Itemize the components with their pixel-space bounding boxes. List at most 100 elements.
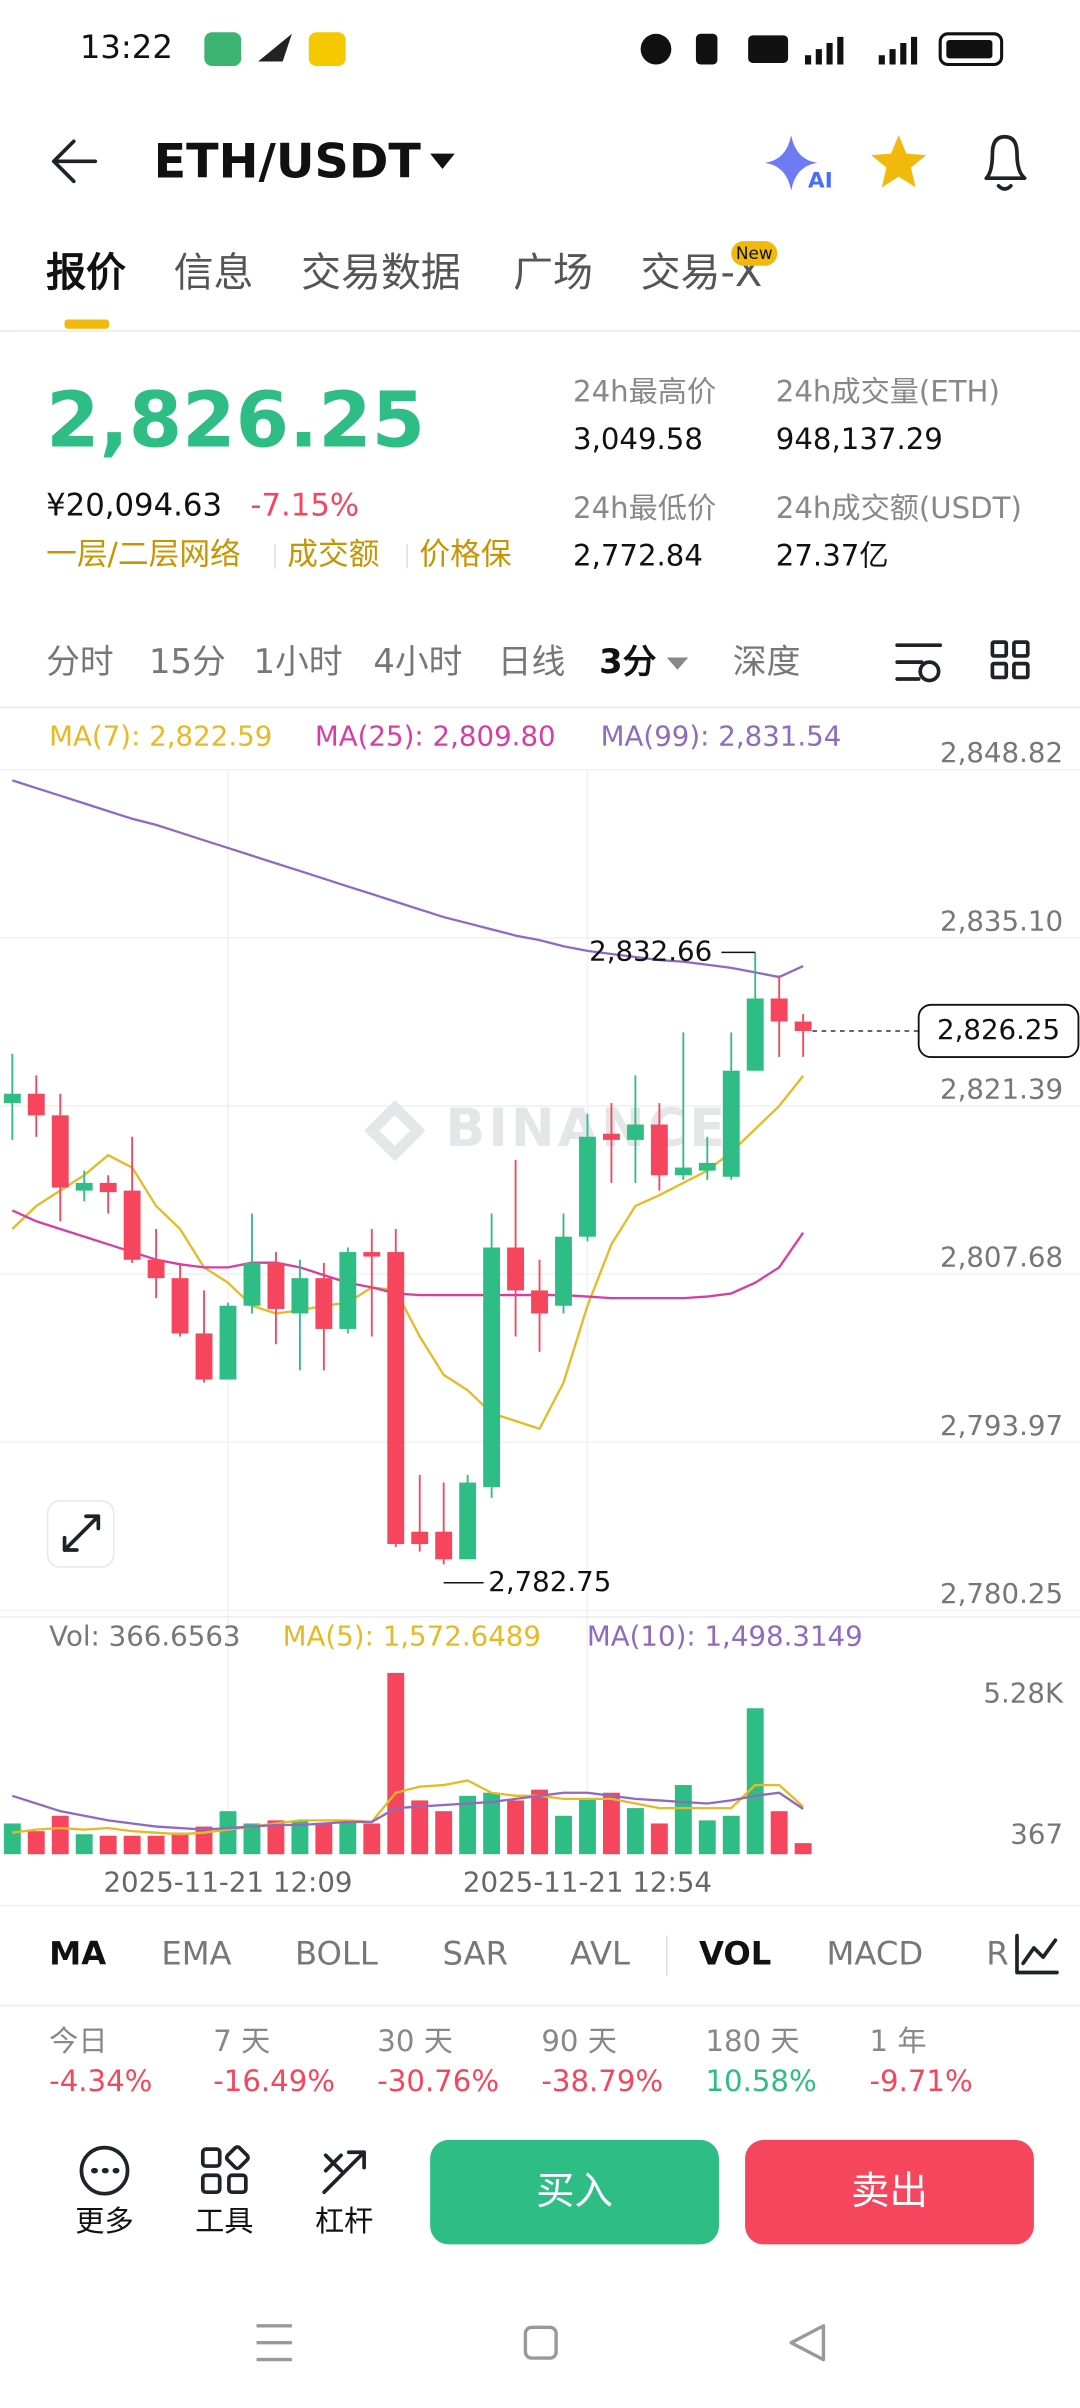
indicator[interactable]: R xyxy=(986,1935,1008,1973)
volume-bar xyxy=(27,1831,45,1855)
interval[interactable]: 15分 xyxy=(149,642,226,681)
low-label: 2,782.75 xyxy=(488,1565,611,1598)
candle-body xyxy=(99,1182,117,1193)
y-tick-label: 2,848.82 xyxy=(940,736,1063,769)
indicator[interactable]: EMA xyxy=(161,1935,231,1973)
volume-bar xyxy=(3,1823,21,1855)
layout-icon xyxy=(1012,640,1030,658)
pair-dropdown[interactable] xyxy=(430,153,455,169)
last-price-label: 2,826.25 xyxy=(937,1013,1060,1046)
interval[interactable]: 日线 xyxy=(498,642,566,681)
indicator[interactable]: AVL xyxy=(570,1935,630,1973)
candle-body xyxy=(602,1133,620,1140)
back-button[interactable] xyxy=(51,139,98,184)
tag[interactable]: 成交额 xyxy=(287,537,379,573)
candle-body xyxy=(579,1136,596,1237)
candle-body xyxy=(531,1290,548,1314)
interval[interactable]: 分时 xyxy=(46,642,114,681)
interval[interactable]: 深度 xyxy=(733,642,801,681)
stat-value: 948,137.29 xyxy=(776,422,943,456)
volume-bar xyxy=(459,1795,477,1855)
chart-settings-button[interactable] xyxy=(895,643,943,683)
tool-label[interactable]: 更多 xyxy=(75,2204,133,2238)
nav-menu[interactable] xyxy=(256,2324,292,2362)
cny-price: ¥20,094.63 xyxy=(46,487,222,523)
indicator[interactable]: BOLL xyxy=(295,1935,378,1973)
buy-label: 买入 xyxy=(536,2169,613,2214)
interval[interactable]: 4小时 xyxy=(373,642,462,681)
candlestick-chart: 2,848.82 2,835.10 2,821.39 2,807.68 2,793.97… xyxy=(0,719,1080,1898)
tools-icon-part xyxy=(224,2145,250,2171)
tab[interactable]: 信息 xyxy=(174,250,254,296)
volume-legend: MA(10): 1,498.3149 xyxy=(587,1620,863,1653)
layout-button[interactable] xyxy=(990,640,1030,680)
interval-dropdown[interactable] xyxy=(666,657,689,670)
y-tick-label: 2,821.39 xyxy=(940,1073,1063,1106)
status-time: 13:22 xyxy=(80,28,173,66)
candle-body xyxy=(147,1259,165,1279)
candle-body xyxy=(722,1070,740,1177)
interval[interactable]: 3分 xyxy=(599,642,657,681)
status-icon xyxy=(748,35,789,63)
volume-legend: MA(5): 1,572.6489 xyxy=(283,1620,541,1653)
volume-ma-line xyxy=(12,1779,804,1836)
tag-list: 一层/二层网络 成交额 价格保 xyxy=(46,537,512,573)
settings-icon xyxy=(895,643,943,681)
leverage-icon[interactable] xyxy=(322,2150,366,2195)
sell-label: 卖出 xyxy=(851,2169,928,2214)
stat-label: 24h成交额(USDT) xyxy=(776,491,1022,525)
period-change: -9.71% xyxy=(870,2064,973,2098)
period-change: -16.49% xyxy=(213,2064,335,2098)
indicator[interactable]: SAR xyxy=(442,1935,508,1973)
more-icon[interactable] xyxy=(79,2145,130,2196)
nav-home[interactable] xyxy=(523,2325,558,2360)
volume-bar xyxy=(363,1823,381,1855)
volume-bar xyxy=(291,1820,309,1855)
settings-icon xyxy=(918,660,941,683)
layout-icon xyxy=(990,661,1009,680)
y-tick-label: 2,807.68 xyxy=(940,1241,1063,1274)
favorite-button[interactable] xyxy=(871,135,927,188)
interval[interactable]: 1小时 xyxy=(253,642,342,681)
tag[interactable]: 价格保 xyxy=(419,537,511,573)
volume-legend: Vol: 366.6563 xyxy=(49,1620,240,1653)
period-change: -4.34% xyxy=(49,2064,152,2098)
tool-labels: 更多 工具 杠杆 xyxy=(75,2204,373,2238)
volume-bar xyxy=(770,1811,788,1855)
sell-button[interactable] xyxy=(745,2139,1034,2245)
tools-icon[interactable] xyxy=(200,2145,250,2195)
candle-body xyxy=(27,1093,45,1116)
candle-body xyxy=(195,1333,213,1380)
tab[interactable]: 报价 xyxy=(46,250,126,296)
pair-title[interactable]: ETH/USDT xyxy=(154,134,422,189)
tab[interactable]: 交易数据 xyxy=(301,250,461,296)
nav-back[interactable] xyxy=(789,2324,826,2362)
price-change: -7.15% xyxy=(250,487,359,523)
tool-label[interactable]: 杠杆 xyxy=(315,2204,373,2238)
candle-body xyxy=(507,1247,525,1291)
ma-legend: MA(7): 2,822.59 xyxy=(49,719,272,752)
candle-body xyxy=(555,1236,572,1306)
volume-bar xyxy=(411,1800,429,1855)
expand-button[interactable] xyxy=(46,1500,115,1568)
ma-legend: MA(25): 2,809.80 xyxy=(315,719,556,752)
status-icon xyxy=(258,33,292,62)
tool-label[interactable]: 工具 xyxy=(195,2204,253,2238)
tag[interactable]: 一层/二层网络 xyxy=(46,537,241,573)
volume-bar xyxy=(75,1834,93,1855)
stat-label: 24h最低价 xyxy=(573,491,716,525)
indicator[interactable]: VOL xyxy=(699,1935,771,1973)
buy-button[interactable] xyxy=(430,2139,719,2245)
alert-button[interactable] xyxy=(984,134,1027,191)
indicator-settings-button[interactable] xyxy=(1015,1933,1059,1975)
layout-icon xyxy=(1012,661,1030,680)
indicator[interactable]: MA xyxy=(49,1935,106,1973)
period-label: 1 年 xyxy=(870,2024,927,2058)
layout-icon xyxy=(990,640,1009,658)
ai-button[interactable] xyxy=(765,135,818,191)
stat-label: 24h成交量(ETH) xyxy=(776,374,1000,408)
candle-body xyxy=(435,1531,453,1560)
indicator[interactable]: MACD xyxy=(827,1935,924,1973)
tools-icon-part xyxy=(200,2147,222,2168)
tab[interactable]: 广场 xyxy=(513,250,593,296)
